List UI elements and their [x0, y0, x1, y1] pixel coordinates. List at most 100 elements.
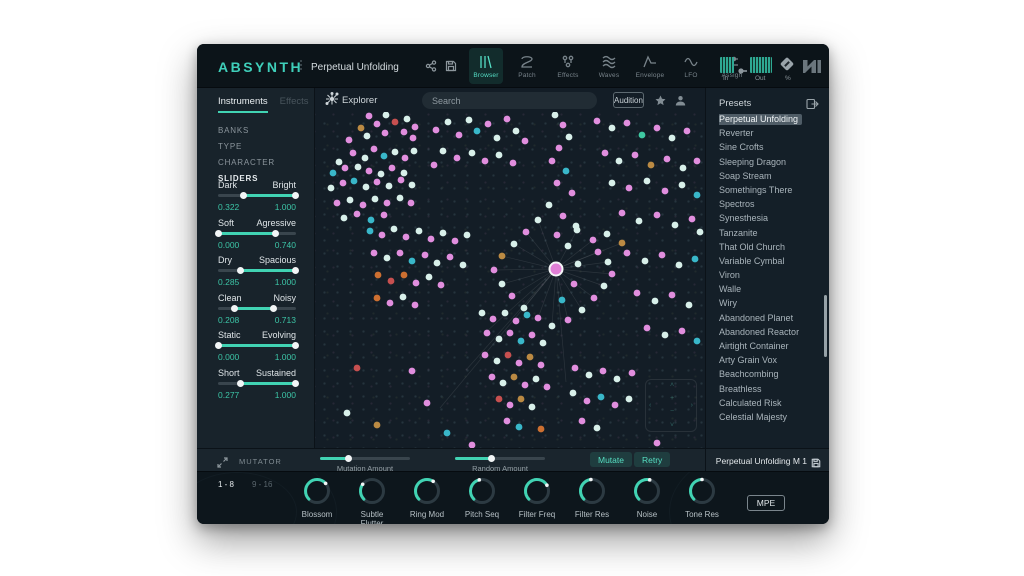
preset-dot[interactable]	[688, 215, 696, 223]
preset-dot[interactable]	[363, 132, 371, 140]
preset-dot[interactable]	[455, 131, 463, 139]
preset-dot[interactable]	[484, 120, 492, 128]
preset-dot[interactable]	[498, 280, 506, 288]
nav-zoom-in-icon[interactable]: +	[670, 395, 675, 402]
preset-dot[interactable]	[600, 282, 608, 290]
user-icon[interactable]	[675, 93, 686, 111]
preset-dot[interactable]	[498, 252, 506, 260]
section-banks[interactable]: BANKS	[218, 126, 250, 135]
preset-dot[interactable]	[451, 237, 459, 245]
preset-dot[interactable]	[625, 395, 633, 403]
random-amount-slider[interactable]: Random Amount	[455, 455, 545, 473]
preset-dot[interactable]	[641, 257, 649, 265]
share-icon[interactable]	[425, 59, 437, 77]
tab-browser[interactable]: Browser	[469, 48, 503, 84]
preset-item[interactable]: Breathless	[719, 383, 762, 394]
presets-export-icon[interactable]	[806, 97, 819, 115]
section-type[interactable]: TYPE	[218, 142, 243, 151]
preset-dot[interactable]	[685, 301, 693, 309]
preset-dot[interactable]	[383, 199, 391, 207]
preset-dot[interactable]	[528, 403, 536, 411]
preset-dot[interactable]	[585, 371, 593, 379]
preset-item[interactable]: That Old Church	[719, 241, 786, 252]
knob-tone-res[interactable]: Tone Res	[680, 476, 724, 519]
preset-dot[interactable]	[386, 299, 394, 307]
preset-dot[interactable]	[483, 329, 491, 337]
knob-filter-res[interactable]: Filter Res	[570, 476, 614, 519]
preset-dot[interactable]	[365, 167, 373, 175]
preset-dot[interactable]	[403, 115, 411, 123]
preset-dot[interactable]	[408, 367, 416, 375]
preset-dot[interactable]	[504, 351, 512, 359]
preset-dot[interactable]	[349, 149, 357, 157]
preset-item[interactable]: Synesthesia	[719, 213, 769, 224]
preset-dot[interactable]	[608, 124, 616, 132]
preset-item[interactable]: Sleeping Dragon	[719, 156, 787, 167]
preset-dot[interactable]	[388, 164, 396, 172]
preset-dot[interactable]	[463, 231, 471, 239]
preset-item[interactable]: Tanzanite	[719, 227, 758, 238]
preset-dot[interactable]	[371, 195, 379, 203]
preset-dot[interactable]	[615, 157, 623, 165]
mutation-amount-slider[interactable]: Mutation Amount	[320, 455, 410, 473]
preset-dot[interactable]	[397, 176, 405, 184]
preset-dot[interactable]	[553, 231, 561, 239]
preset-dot[interactable]	[625, 184, 633, 192]
preset-dot[interactable]	[373, 120, 381, 128]
preset-dot[interactable]	[515, 359, 523, 367]
save-preset-icon[interactable]	[811, 455, 821, 473]
preset-dot[interactable]	[345, 136, 353, 144]
preset-dot[interactable]	[383, 254, 391, 262]
preset-dot[interactable]	[653, 439, 661, 447]
preset-dot[interactable]	[603, 230, 611, 238]
preset-dot[interactable]	[611, 401, 619, 409]
tab-patch[interactable]: Patch	[510, 48, 544, 84]
preset-dot[interactable]	[618, 209, 626, 217]
preset-dot[interactable]	[329, 169, 337, 177]
preset-dot[interactable]	[508, 292, 516, 300]
preset-dot[interactable]	[453, 154, 461, 162]
preset-dot[interactable]	[675, 261, 683, 269]
preset-dot[interactable]	[537, 425, 545, 433]
preset-dot[interactable]	[543, 383, 551, 391]
preset-dot[interactable]	[382, 111, 390, 119]
high-handle[interactable]	[292, 192, 299, 199]
mutate-button[interactable]: Mutate	[590, 452, 632, 467]
preset-dot[interactable]	[443, 429, 451, 437]
preset-dot[interactable]	[590, 294, 598, 302]
preset-dot[interactable]	[661, 331, 669, 339]
preset-dot[interactable]	[658, 251, 666, 259]
knob-filter-freq[interactable]: Filter Freq	[515, 476, 559, 519]
preset-dot[interactable]	[512, 317, 520, 325]
tab-effects[interactable]: Effects	[551, 48, 585, 84]
preset-dot[interactable]	[506, 329, 514, 337]
preset-dot[interactable]	[353, 364, 361, 372]
preset-dot[interactable]	[523, 311, 531, 319]
preset-dot[interactable]	[407, 199, 415, 207]
preset-dot[interactable]	[526, 353, 534, 361]
preset-dot[interactable]	[439, 147, 447, 155]
preset-dot[interactable]	[608, 179, 616, 187]
preset-dot[interactable]	[506, 401, 514, 409]
preset-dot[interactable]	[468, 441, 476, 449]
preset-dot[interactable]	[495, 335, 503, 343]
preset-dot[interactable]	[409, 134, 417, 142]
preset-dot[interactable]	[499, 379, 507, 387]
preset-item[interactable]: Beachcombing	[719, 369, 779, 380]
preset-dot[interactable]	[528, 331, 536, 339]
preset-item[interactable]: Somethings There	[719, 184, 793, 195]
preset-dot[interactable]	[570, 280, 578, 288]
tab-lfo[interactable]: LFO	[674, 48, 708, 84]
search-input[interactable]	[422, 92, 597, 109]
preset-dot[interactable]	[678, 327, 686, 335]
preset-dot[interactable]	[350, 177, 358, 185]
preset-dot[interactable]	[400, 271, 408, 279]
preset-dot[interactable]	[564, 242, 572, 250]
preset-map[interactable]: ˄ ‹ › ˅ + −	[315, 111, 705, 449]
preset-dot[interactable]	[628, 369, 636, 377]
tab-envelope[interactable]: Envelope	[633, 48, 667, 84]
preset-dot[interactable]	[396, 194, 404, 202]
high-handle[interactable]	[271, 229, 279, 237]
preset-dot[interactable]	[373, 178, 381, 186]
preset-dot[interactable]	[357, 124, 365, 132]
